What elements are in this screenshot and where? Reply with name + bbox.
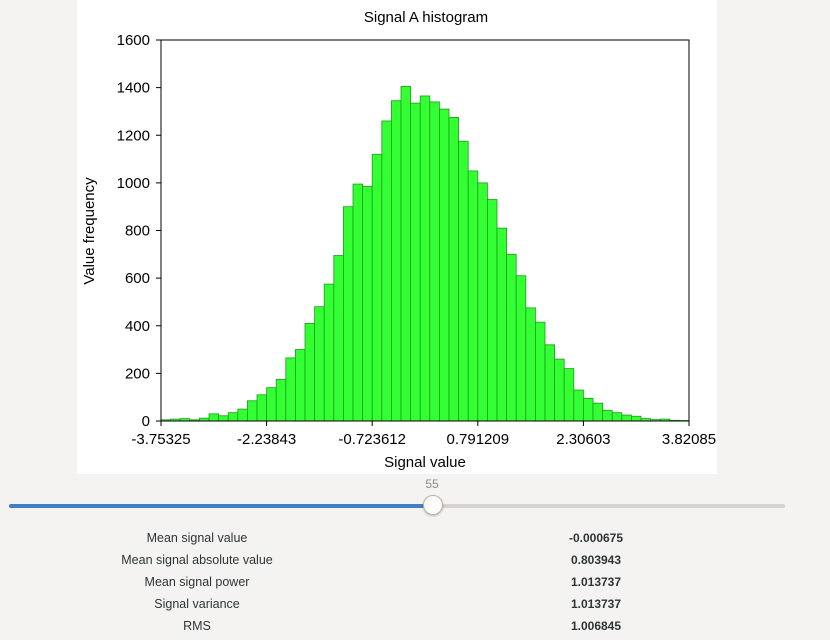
histogram-bar bbox=[477, 182, 488, 422]
histogram-bars bbox=[160, 86, 690, 422]
stat-label: Mean signal power bbox=[144, 575, 250, 589]
slider-handle[interactable] bbox=[422, 495, 443, 515]
histogram-bar bbox=[467, 170, 479, 422]
stat-value: 1.013737 bbox=[570, 597, 622, 611]
x-tick-label: 3.82085 bbox=[662, 431, 716, 448]
stat-row: Mean signal absolute value 0.803943 bbox=[0, 550, 830, 572]
histogram-bar bbox=[611, 412, 623, 422]
histogram-bar bbox=[515, 275, 527, 422]
histogram-bar bbox=[285, 357, 296, 422]
histogram-bar bbox=[362, 186, 373, 422]
histogram-bar bbox=[208, 413, 220, 422]
histogram-bar bbox=[294, 349, 306, 422]
histogram-bar bbox=[534, 321, 546, 422]
slider-value-label: 55 bbox=[425, 477, 439, 491]
x-tick-label: 0.791209 bbox=[447, 431, 510, 448]
stat-value: -0.000675 bbox=[568, 531, 624, 545]
y-tick-label: 600 bbox=[125, 270, 150, 287]
histogram-bar bbox=[544, 344, 556, 422]
histogram-bar bbox=[227, 412, 239, 422]
x-tick-label: 2.30603 bbox=[556, 431, 610, 448]
histogram-bar bbox=[246, 400, 258, 422]
stat-label: Mean signal absolute value bbox=[121, 553, 273, 567]
histogram-bar bbox=[381, 120, 392, 422]
histogram-bar bbox=[573, 389, 584, 422]
stat-label: Mean signal value bbox=[146, 531, 248, 545]
y-tick-label: 800 bbox=[125, 223, 150, 240]
histogram-bar bbox=[448, 116, 460, 422]
histogram-bar bbox=[563, 368, 575, 422]
histogram-bar bbox=[582, 397, 594, 422]
stat-row: Signal variance 1.013737 bbox=[0, 594, 830, 616]
histogram-bar bbox=[458, 140, 469, 422]
histogram-bar bbox=[266, 387, 277, 422]
histogram-bar bbox=[218, 415, 229, 422]
y-tick-label: 1000 bbox=[117, 175, 150, 192]
histogram-chart: Signal A histogram 0 200 400 600 800 1000 1200… bbox=[81, 9, 716, 471]
histogram-bar bbox=[275, 378, 287, 422]
histogram-bar bbox=[621, 414, 632, 422]
y-axis-label: Value frequency bbox=[81, 177, 98, 285]
histogram-bar bbox=[419, 95, 431, 422]
signal-statistics: Mean signal value -0.000675 Mean signal ab… bbox=[0, 528, 830, 638]
stat-value: 1.006845 bbox=[570, 619, 622, 633]
histogram-bar bbox=[323, 283, 335, 422]
bin-count-slider[interactable]: 55 bbox=[0, 474, 830, 524]
histogram-panel: Signal A histogram 0 200 400 600 800 1000 1200… bbox=[77, 0, 717, 474]
histogram-bar bbox=[602, 409, 613, 422]
histogram-bar bbox=[371, 153, 383, 422]
slider-track[interactable] bbox=[9, 495, 785, 515]
histogram-bar bbox=[486, 199, 498, 422]
histogram-bar bbox=[352, 183, 364, 422]
histogram-bar bbox=[256, 394, 268, 422]
slider-fill bbox=[9, 504, 432, 508]
stat-row: Mean signal power 1.013737 bbox=[0, 572, 830, 594]
histogram-bar bbox=[506, 253, 517, 422]
y-tick-label: 400 bbox=[125, 318, 150, 335]
histogram-bar bbox=[592, 402, 604, 422]
histogram-bar bbox=[314, 306, 325, 422]
x-tick-label: -0.723612 bbox=[338, 431, 406, 448]
y-tick-label: 1600 bbox=[117, 32, 150, 49]
histogram-bar bbox=[333, 255, 344, 422]
y-tick-label: 200 bbox=[125, 365, 150, 382]
histogram-bar bbox=[400, 86, 412, 422]
histogram-bar bbox=[438, 108, 450, 422]
x-tick-label: -2.23843 bbox=[237, 431, 296, 448]
histogram-bar bbox=[496, 227, 508, 422]
stat-row: RMS 1.006845 bbox=[0, 616, 830, 638]
histogram-bar bbox=[410, 102, 421, 422]
histogram-bar bbox=[525, 307, 536, 422]
histogram-bar bbox=[304, 322, 316, 422]
x-axis-ticks: -3.75325 -2.23843 -0.723612 0.791209 2.30603… bbox=[131, 421, 716, 448]
histogram-bar bbox=[390, 100, 402, 422]
stat-value: 1.013737 bbox=[570, 575, 622, 589]
histogram-bar bbox=[237, 408, 248, 422]
y-tick-label: 1200 bbox=[117, 127, 150, 144]
y-tick-label: 0 bbox=[142, 413, 150, 430]
stat-label: RMS bbox=[183, 619, 211, 633]
x-axis-label: Signal value bbox=[384, 454, 466, 471]
y-axis-ticks: 0 200 400 600 800 1000 1200 1400 1600 bbox=[117, 32, 161, 430]
histogram-bar bbox=[342, 206, 354, 422]
histogram-bar bbox=[631, 415, 642, 422]
chart-title: Signal A histogram bbox=[364, 9, 488, 26]
x-tick-label: -3.75325 bbox=[131, 431, 190, 448]
stat-row: Mean signal value -0.000675 bbox=[0, 528, 830, 550]
histogram-bar bbox=[554, 358, 565, 422]
stat-value: 0.803943 bbox=[570, 553, 622, 567]
stat-label: Signal variance bbox=[154, 597, 240, 611]
y-tick-label: 1400 bbox=[117, 80, 150, 97]
histogram-bar bbox=[429, 101, 440, 422]
